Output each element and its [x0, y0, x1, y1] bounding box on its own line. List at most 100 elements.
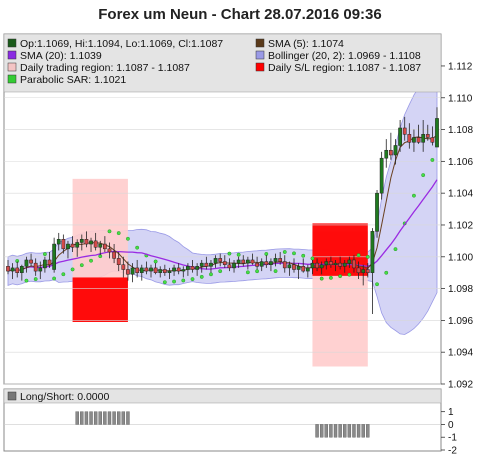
candle-body [310, 262, 315, 269]
sar-point [301, 253, 306, 258]
candle-body [416, 137, 421, 143]
candle-body [301, 266, 306, 272]
candle-body [10, 267, 15, 272]
sar-point [319, 276, 324, 281]
candle-body [19, 266, 24, 273]
candle-body [282, 261, 287, 269]
sub-chart-content [4, 411, 441, 438]
long-short-bar [338, 424, 342, 438]
y-tick-label: 1.106 [448, 157, 473, 168]
candle-body [361, 269, 366, 273]
long-short-bar [89, 411, 93, 425]
candle-body [342, 262, 347, 267]
sar-point [329, 275, 333, 280]
candle-body [144, 267, 149, 272]
y-tick-label: 1.104 [448, 189, 473, 200]
candle-body [236, 259, 241, 264]
long-short-bar [347, 424, 352, 438]
legend: Op:1.1069, Hi:1.1094, Lo:1.1069, Cl:1.10… [7, 38, 421, 86]
y-axis: 1.092 1.094 1.096 1.098 1.100 1.102 1.104 1.106… [441, 61, 473, 391]
candle-body [209, 262, 213, 267]
candle-body [412, 137, 416, 143]
candle-body [324, 261, 329, 265]
candle-body [296, 266, 301, 270]
long-short-bar [315, 424, 319, 438]
candle-body [227, 264, 232, 269]
sar-point [245, 270, 250, 275]
candle-body [52, 243, 56, 270]
candle-body [167, 270, 172, 273]
sar-point [43, 252, 47, 257]
candle-body [430, 137, 435, 143]
sub-y-tick-label: -1 [448, 433, 457, 444]
chart-title: Forex um Neun - Chart 28.07.2016 09:36 [98, 6, 381, 23]
y-tick-label: 1.094 [448, 348, 473, 359]
candle-body [305, 267, 310, 272]
candle-body [116, 258, 121, 265]
y-tick-label: 1.092 [448, 380, 473, 391]
candle-body [38, 267, 43, 272]
candle-body [98, 243, 103, 248]
candle-body [29, 259, 33, 264]
sar-point [218, 269, 223, 274]
legend-swatch-boll [255, 50, 265, 60]
sar-point [421, 173, 426, 178]
candle-body [365, 269, 370, 273]
candle-body [33, 262, 38, 272]
long-short-bar [361, 424, 365, 438]
long-short-bar [103, 411, 107, 425]
sub-y-axis: -2 -1 0 1 [441, 407, 457, 457]
sar-point [70, 267, 75, 272]
candle-body [43, 259, 47, 269]
sar-point [236, 252, 241, 257]
candle-body [186, 266, 190, 270]
sar-point [347, 272, 352, 277]
long-short-bar [117, 411, 121, 425]
candle-body [329, 261, 333, 265]
sar-point [356, 253, 361, 258]
candle-body [264, 261, 269, 265]
candle-body [66, 243, 70, 250]
candle-body [89, 240, 93, 245]
candle-body [75, 242, 80, 248]
candle-body [255, 262, 259, 267]
candle-body [153, 267, 158, 273]
long-short-bar [352, 424, 356, 438]
candle-body [15, 267, 20, 273]
candle-body [273, 258, 278, 262]
candle-body [393, 145, 398, 156]
legend-label-dsl: Daily S/L region: 1.1087 - 1.1087 [268, 62, 421, 74]
candle-body [6, 266, 10, 272]
sar-point [181, 278, 186, 283]
candle-body [199, 262, 204, 267]
sar-point [126, 236, 130, 241]
main-plot-content [4, 65, 441, 385]
candle-body [107, 248, 112, 253]
candle-body [79, 239, 84, 243]
long-short-bar [84, 411, 89, 425]
candle-body [130, 267, 135, 275]
candle-body [222, 261, 227, 265]
candle-body [338, 262, 342, 267]
sar-point [199, 274, 204, 279]
sar-point [310, 256, 315, 261]
long-short-bar [366, 424, 370, 438]
legend-swatch-ohlc [7, 38, 17, 48]
y-tick-label: 1.112 [448, 61, 473, 72]
long-short-bar [93, 411, 98, 425]
sub-y-tick-label: 0 [448, 420, 454, 431]
sar-point [61, 272, 66, 277]
long-short-bar [80, 411, 84, 425]
sar-point [190, 277, 195, 282]
candle-body [241, 259, 246, 264]
candle-body [213, 258, 218, 264]
candle-body [425, 134, 430, 138]
sl-region-2 [72, 277, 128, 322]
sma5-line [7, 134, 438, 272]
long-short-bar [112, 411, 116, 425]
y-tick-label: 1.100 [448, 252, 473, 263]
candle-body [190, 266, 195, 270]
candle-body [112, 251, 116, 259]
candle-body [315, 262, 319, 269]
candle-body [292, 264, 296, 270]
